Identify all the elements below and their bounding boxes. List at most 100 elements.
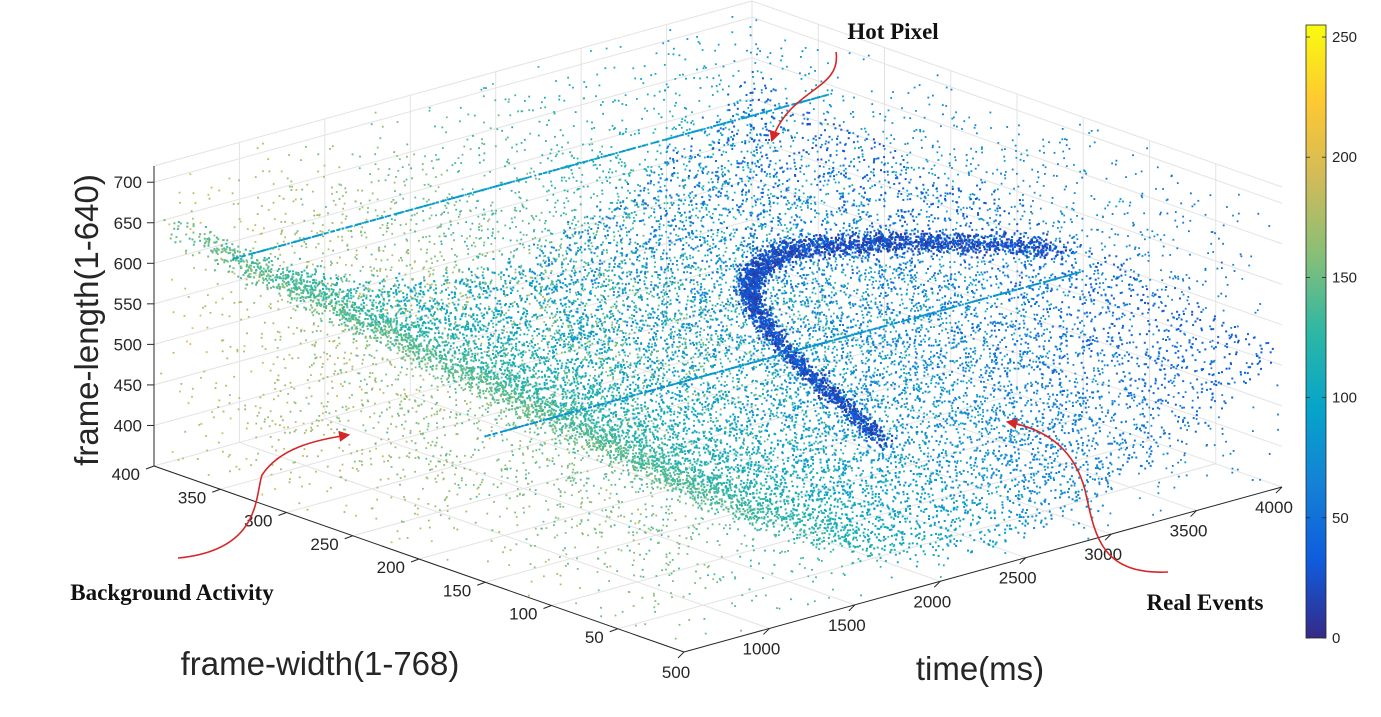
event-point bbox=[944, 400, 946, 402]
event-point bbox=[907, 387, 909, 389]
event-point bbox=[261, 205, 263, 207]
event-point bbox=[391, 466, 393, 468]
event-point bbox=[569, 463, 571, 465]
event-point bbox=[456, 456, 458, 458]
event-point bbox=[815, 303, 817, 305]
event-point bbox=[1023, 160, 1025, 162]
event-point bbox=[887, 389, 889, 391]
event-point bbox=[675, 638, 677, 640]
event-point bbox=[1047, 463, 1049, 465]
event-point bbox=[370, 458, 372, 460]
event-point bbox=[619, 287, 621, 289]
event-point bbox=[1130, 290, 1132, 292]
event-point bbox=[1031, 426, 1033, 428]
event-point bbox=[980, 179, 982, 181]
event-point bbox=[436, 481, 438, 483]
event-point bbox=[825, 278, 827, 280]
event-point bbox=[513, 321, 515, 323]
event-point bbox=[927, 189, 929, 191]
event-point bbox=[759, 198, 761, 200]
event-point bbox=[258, 412, 260, 414]
event-point bbox=[323, 378, 325, 380]
event-point bbox=[915, 304, 917, 306]
event-point bbox=[885, 228, 887, 230]
event-point bbox=[524, 139, 526, 141]
event-point bbox=[1074, 485, 1076, 487]
event-point bbox=[679, 94, 681, 96]
event-point bbox=[565, 393, 567, 395]
event-point bbox=[955, 111, 957, 113]
event-point bbox=[398, 374, 400, 376]
event-point bbox=[561, 363, 563, 365]
event-point bbox=[698, 41, 700, 43]
event-point bbox=[666, 499, 668, 501]
event-point bbox=[967, 471, 969, 473]
event-point bbox=[853, 456, 855, 458]
event-point bbox=[855, 227, 857, 229]
event-point bbox=[382, 455, 384, 457]
event-point bbox=[869, 198, 871, 200]
event-point bbox=[278, 248, 280, 250]
event-point bbox=[326, 353, 328, 355]
event-point bbox=[668, 237, 670, 239]
event-point bbox=[535, 178, 537, 180]
event-point bbox=[765, 184, 767, 186]
event-point bbox=[522, 244, 524, 246]
event-point bbox=[740, 401, 742, 403]
event-point bbox=[611, 172, 613, 174]
event-point bbox=[782, 230, 784, 232]
event-point bbox=[515, 272, 517, 274]
event-point bbox=[928, 299, 930, 301]
event-point bbox=[185, 252, 187, 254]
event-point bbox=[700, 283, 702, 285]
event-point bbox=[1140, 414, 1142, 416]
event-point bbox=[740, 339, 742, 341]
event-point bbox=[522, 494, 524, 496]
event-point bbox=[641, 357, 643, 359]
event-point bbox=[376, 499, 378, 501]
event-point bbox=[668, 296, 670, 298]
event-point bbox=[273, 202, 275, 204]
event-point bbox=[925, 136, 927, 138]
event-point bbox=[446, 116, 448, 118]
event-point bbox=[975, 307, 977, 309]
event-point bbox=[772, 195, 774, 197]
event-point bbox=[379, 415, 381, 417]
event-point bbox=[828, 278, 830, 280]
event-point bbox=[783, 293, 785, 295]
event-point bbox=[588, 346, 590, 348]
event-point bbox=[1111, 443, 1113, 445]
event-point bbox=[448, 490, 450, 492]
event-point bbox=[462, 306, 464, 308]
event-point bbox=[458, 216, 460, 218]
event-point bbox=[559, 95, 561, 97]
event-point bbox=[344, 363, 346, 365]
event-point bbox=[667, 519, 669, 521]
event-point bbox=[781, 112, 783, 114]
event-point bbox=[487, 237, 489, 239]
event-point bbox=[790, 598, 792, 600]
event-point bbox=[467, 139, 469, 141]
event-point bbox=[606, 252, 608, 254]
event-point bbox=[1050, 490, 1052, 492]
event-point bbox=[571, 210, 573, 212]
event-point bbox=[895, 171, 897, 173]
event-point bbox=[732, 75, 734, 77]
event-point bbox=[1058, 439, 1060, 441]
event-point bbox=[799, 338, 801, 340]
event-point bbox=[632, 531, 634, 533]
event-point bbox=[442, 365, 444, 367]
event-point bbox=[931, 168, 933, 170]
event-point bbox=[506, 424, 508, 426]
event-point bbox=[431, 385, 433, 387]
event-point bbox=[980, 401, 982, 403]
event-point bbox=[436, 411, 438, 413]
event-point bbox=[299, 237, 301, 239]
event-point bbox=[625, 104, 627, 106]
event-point bbox=[743, 438, 745, 440]
event-point bbox=[257, 147, 259, 149]
event-point bbox=[677, 356, 679, 358]
event-point bbox=[876, 158, 878, 160]
event-point bbox=[512, 305, 514, 307]
event-point bbox=[1126, 246, 1128, 248]
